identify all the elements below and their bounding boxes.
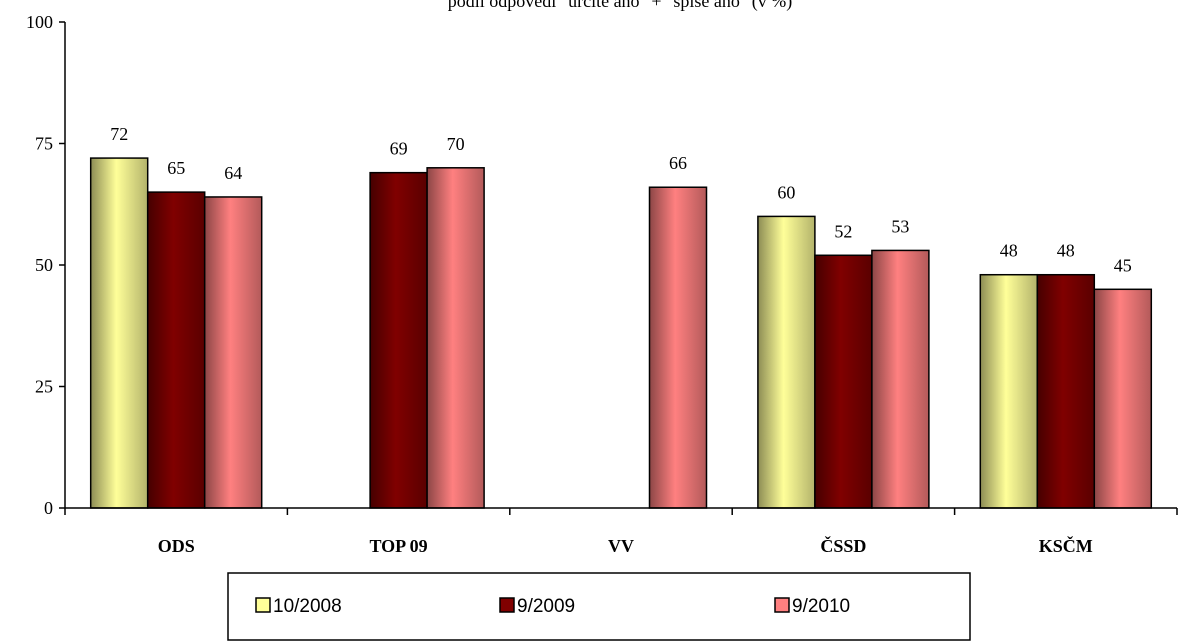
bar [426,167,485,509]
bar [871,249,930,509]
bar [757,215,816,509]
data-label: 52 [834,221,852,241]
data-label: 65 [167,158,185,178]
data-label: 48 [1057,241,1075,261]
data-label: 69 [390,139,408,159]
data-label: 60 [777,182,795,202]
data-label: 66 [669,153,687,173]
bar [203,196,263,509]
chart-title: podíl odpovědí "určitě ano" + "spíše ano… [448,0,792,12]
data-label: 64 [224,163,242,183]
bar [1036,273,1096,509]
y-tick-label: 100 [26,12,53,32]
data-label: 53 [891,216,909,236]
legend-swatch [255,597,271,613]
bar [648,186,708,509]
x-tick-label: TOP 09 [370,536,428,556]
legend-box [227,572,971,641]
bar [146,191,206,509]
bar [814,254,873,509]
legend-label: 9/2010 [792,596,850,617]
bar [1093,288,1153,509]
data-label: 72 [110,124,128,144]
data-label: 70 [447,134,465,154]
x-tick-label: ČSSD [820,535,866,556]
y-tick-label: 0 [44,498,53,518]
legend-swatch [774,597,790,613]
y-tick-label: 25 [35,377,53,397]
x-tick-label: KSČM [1039,535,1093,556]
data-label: 45 [1114,255,1132,275]
data-label: 48 [1000,241,1018,261]
legend-label: 9/2009 [517,596,575,617]
bar [369,171,428,509]
x-tick-label: VV [608,536,634,556]
y-tick-label: 75 [35,134,53,154]
bar [979,273,1039,509]
y-tick-label: 50 [35,255,53,275]
legend-swatch [499,597,515,613]
legend-label: 10/2008 [273,596,342,617]
x-tick-label: ODS [158,536,195,556]
bar [89,157,149,509]
